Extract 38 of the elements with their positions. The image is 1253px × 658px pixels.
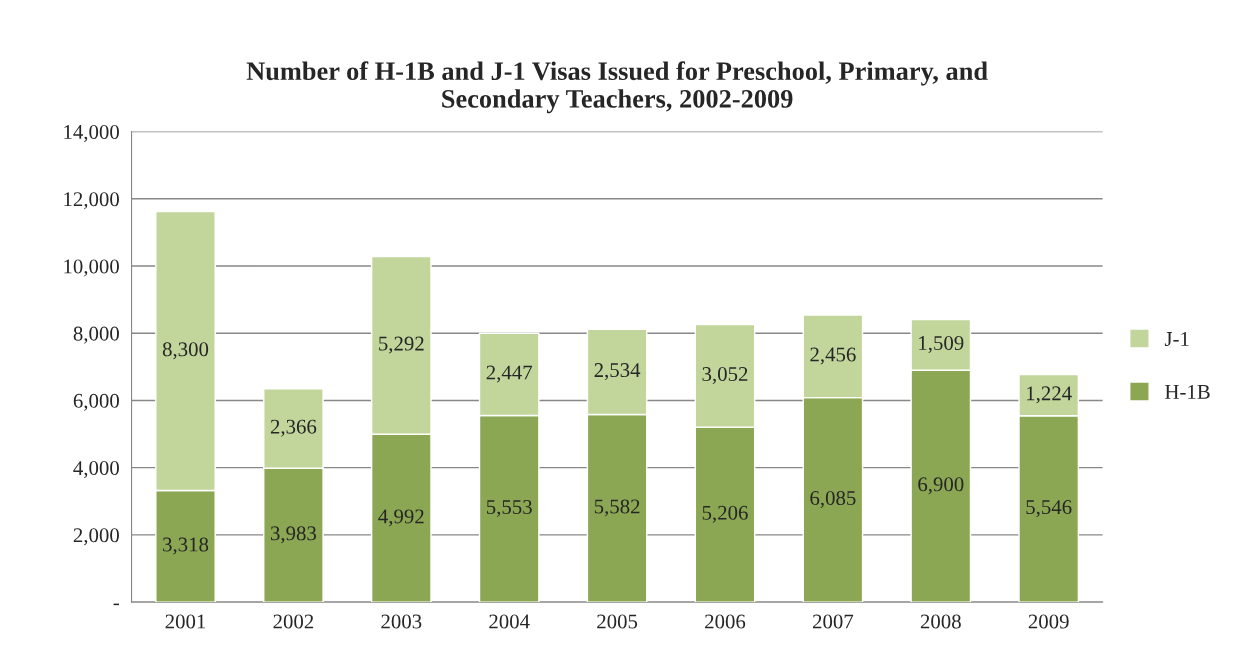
x-tick-label: 2007	[812, 614, 854, 629]
data-label: 3,983	[270, 526, 317, 544]
data-label: 3,052	[702, 367, 748, 385]
y-tick-label: 14,000	[64, 124, 119, 143]
data-label: 1,224	[1027, 386, 1072, 404]
legend-label: H-1B	[1165, 384, 1210, 399]
data-label: 5,553	[486, 499, 532, 517]
data-label: 6,085	[810, 490, 856, 509]
data-label: 3,318	[163, 537, 209, 555]
data-label: 5,582	[594, 499, 640, 517]
x-tick-label: 2002	[273, 614, 314, 629]
y-tick-label: 4,000	[73, 461, 119, 479]
data-label: 2,366	[270, 419, 317, 437]
y-tick-label: -	[113, 603, 120, 606]
chart-title: Number of H-1B and J-1 Visas Issued for Preschool, Primary, and Secondary Teachers, 2002-2009	[246, 61, 988, 114]
x-tick-label: 2003	[381, 614, 422, 629]
legend-label: J-1	[1164, 331, 1189, 346]
data-label: 6,900	[918, 477, 964, 495]
y-tick-label: 8,000	[73, 326, 119, 344]
y-tick-label: 12,000	[64, 192, 119, 210]
y-tick-label: 2,000	[73, 528, 119, 546]
x-tick-label: 2006	[705, 614, 746, 629]
y-tick-label: 10,000	[64, 259, 119, 277]
data-label: 5,292	[379, 336, 424, 354]
data-label: 5,206	[702, 505, 748, 523]
x-tick-label: 2008	[920, 614, 961, 629]
y-tick-label: 6,000	[73, 393, 119, 411]
x-tick-label: 2004	[489, 614, 530, 629]
x-tick-label: 2001	[165, 614, 206, 629]
data-label: 4,992	[378, 509, 424, 527]
data-label: 8,300	[162, 342, 209, 360]
x-tick-label: 2009	[1028, 614, 1069, 629]
data-label: 2,534	[594, 363, 641, 381]
x-tick-label: 2005	[597, 614, 638, 629]
data-label: 2,447	[486, 365, 533, 383]
data-label: 2,456	[810, 347, 856, 365]
data-label: 1,509	[919, 336, 964, 354]
data-label: 5,546	[1026, 500, 1072, 518]
